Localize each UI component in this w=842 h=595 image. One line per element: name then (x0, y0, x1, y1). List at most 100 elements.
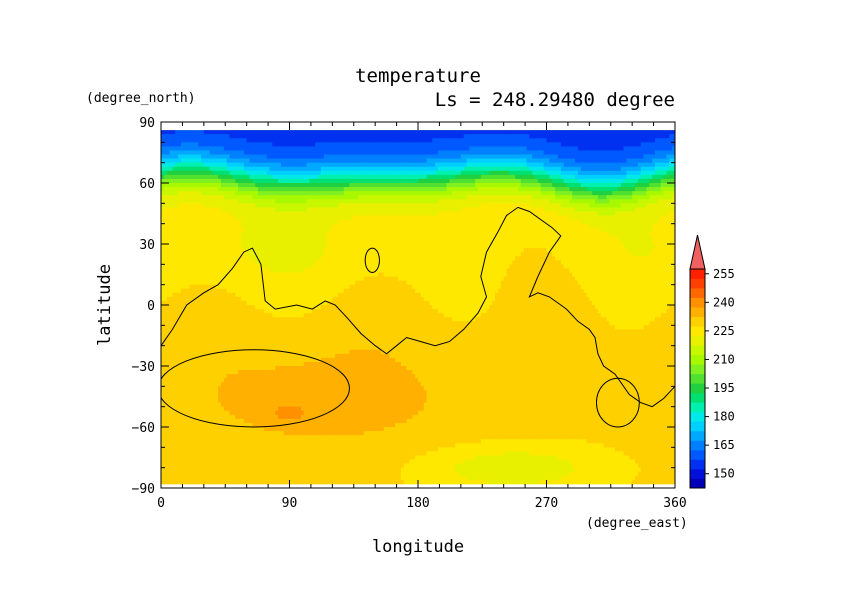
field-cell (249, 211, 253, 216)
field-cell (463, 235, 467, 241)
field-cell (626, 227, 630, 233)
field-cell (406, 235, 410, 241)
field-cell (392, 235, 396, 241)
field-cell (240, 183, 245, 188)
field-cell (589, 174, 593, 180)
field-cell (580, 150, 585, 155)
field-cell (389, 227, 393, 233)
field-cell (275, 187, 279, 192)
field-cell (246, 215, 250, 220)
field-cell (669, 170, 673, 176)
field-cell (486, 219, 490, 225)
field-cell (403, 215, 407, 220)
field-cell (292, 231, 296, 237)
field-cell (635, 162, 639, 168)
field-cell (460, 195, 465, 200)
field-cell (449, 130, 453, 135)
field-cell (617, 158, 622, 164)
field-cell (537, 223, 542, 229)
field-cell (206, 154, 210, 159)
field-cell (666, 203, 670, 208)
field-cell (278, 207, 282, 212)
field-cell (403, 195, 407, 200)
field-cell (386, 211, 390, 216)
field-cell (420, 191, 425, 196)
field-cell (378, 223, 382, 229)
field-cell (172, 166, 176, 172)
field-cell (660, 170, 664, 176)
field-cell (326, 199, 330, 204)
field-cell (503, 199, 507, 204)
field-cell (546, 142, 550, 147)
field-cell (535, 142, 539, 147)
field-cell (543, 207, 547, 212)
field-cell (372, 170, 376, 176)
field-cell (240, 187, 245, 192)
field-cell (172, 223, 176, 229)
field-cell (200, 138, 205, 143)
field-cell (320, 239, 325, 245)
field-cell (600, 191, 605, 196)
field-cell (412, 154, 416, 159)
field-cell (366, 211, 370, 216)
field-cell (286, 154, 290, 159)
field-cell (486, 183, 490, 188)
field-cell (343, 154, 348, 159)
field-cell (477, 231, 482, 237)
field-cell (163, 211, 168, 216)
field-cell (295, 195, 299, 200)
field-cell (229, 134, 233, 139)
field-cell (189, 239, 193, 245)
field-cell (646, 154, 650, 159)
field-cell (280, 166, 285, 172)
field-cell (457, 142, 462, 147)
field-cell (389, 211, 393, 216)
field-cell (592, 146, 596, 151)
field-cell (338, 134, 342, 139)
field-cell (563, 142, 567, 147)
field-cell (346, 187, 350, 192)
field-cell (258, 174, 262, 180)
field-cell (375, 154, 379, 159)
field-cell (195, 174, 199, 180)
field-cell (166, 227, 170, 233)
field-cell (572, 235, 576, 241)
field-cell (263, 170, 268, 176)
field-cell (420, 195, 425, 200)
field-cell (597, 134, 602, 139)
field-cell (609, 178, 613, 184)
field-cell (243, 170, 248, 176)
field-cell (329, 235, 333, 241)
field-cell (560, 219, 565, 225)
field-cell (180, 211, 185, 216)
field-cell (161, 187, 165, 192)
field-cell (215, 219, 219, 225)
field-cell (403, 142, 407, 147)
field-cell (526, 191, 530, 196)
field-cell (238, 154, 242, 159)
field-cell (323, 158, 328, 164)
field-cell (323, 130, 328, 135)
field-cell (295, 239, 299, 245)
field-cell (466, 235, 470, 241)
field-cell (460, 191, 465, 196)
field-cell (180, 134, 185, 139)
field-cell (246, 239, 250, 245)
field-cell (255, 219, 259, 225)
field-cell (660, 130, 664, 135)
field-cell (255, 203, 259, 208)
field-cell (455, 235, 459, 241)
field-cell (432, 162, 436, 168)
field-cell (515, 178, 519, 184)
field-cell (415, 142, 419, 147)
field-cell (246, 191, 250, 196)
field-cell (529, 191, 533, 196)
field-cell (552, 170, 556, 176)
field-cell (603, 158, 607, 164)
field-cell (189, 158, 193, 164)
field-cell (552, 174, 556, 180)
field-cell (515, 223, 519, 229)
field-cell (278, 199, 282, 204)
field-cell (232, 211, 236, 216)
field-cell (255, 207, 259, 212)
